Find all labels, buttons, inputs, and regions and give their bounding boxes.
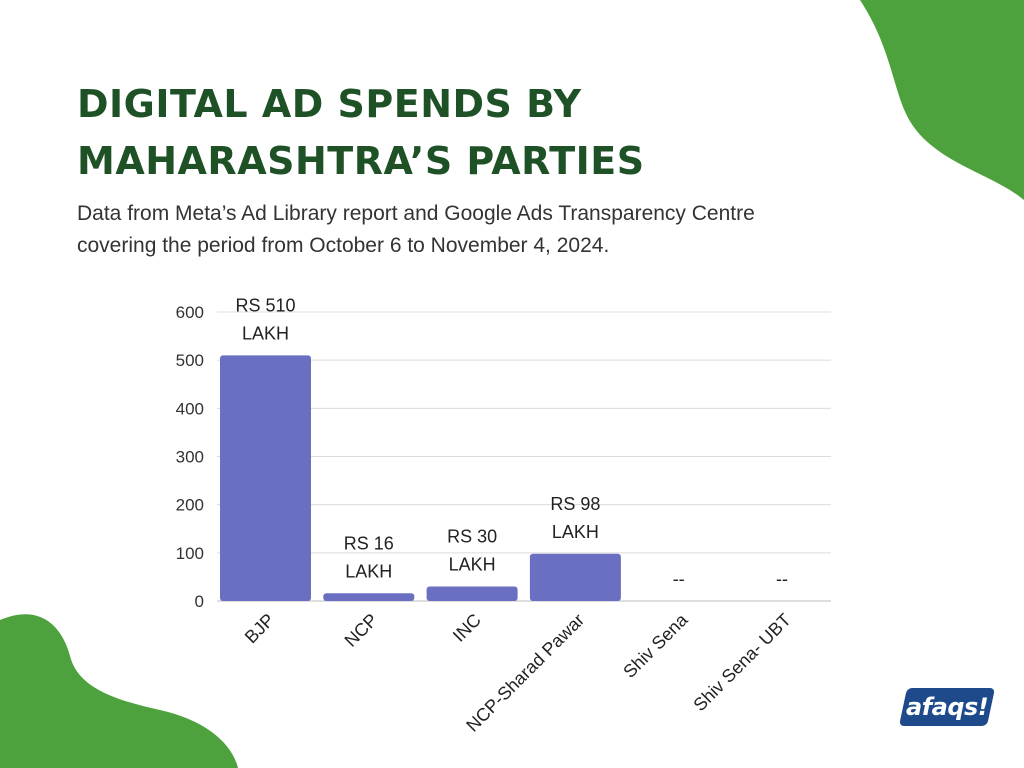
y-tick-label: 0 — [195, 592, 204, 611]
data-label: RS 30 — [447, 527, 497, 547]
data-label: RS 16 — [344, 533, 394, 553]
y-tick-label: 600 — [176, 303, 204, 322]
bar — [426, 586, 518, 601]
y-tick-label: 200 — [176, 496, 204, 515]
data-label: RS 98 — [550, 494, 600, 514]
decorative-blob-top-right — [860, 0, 1024, 200]
data-label: -- — [776, 569, 788, 589]
logo-text: afaqs! — [905, 693, 989, 721]
bar — [323, 593, 415, 601]
x-category-label: INC — [449, 610, 485, 646]
afaqs-logo: afaqs! — [898, 688, 996, 726]
data-label: RS 510 — [235, 295, 295, 315]
x-category-label: NCP-Sharad Pawar — [462, 610, 588, 736]
page-subtitle: Data from Meta’s Ad Library report and G… — [77, 198, 937, 262]
bar — [529, 553, 621, 601]
x-category-label: NCP — [341, 610, 382, 651]
x-category-label: BJP — [241, 610, 278, 647]
data-label: -- — [673, 569, 685, 589]
y-tick-label: 400 — [176, 399, 204, 418]
x-category-label: Shiv Sena- UBT — [689, 610, 794, 715]
data-label: LAKH — [345, 561, 392, 581]
data-label: LAKH — [449, 555, 496, 575]
subtitle-line-1: Data from Meta’s Ad Library report and G… — [77, 202, 755, 225]
y-tick-label: 500 — [176, 351, 204, 370]
bar — [220, 355, 311, 601]
x-category-label: Shiv Sena — [619, 609, 692, 682]
data-label: LAKH — [242, 323, 289, 343]
y-tick-label: 100 — [176, 544, 204, 563]
title-line-2: MAHARASHTRA’S PARTIES — [77, 139, 645, 183]
y-tick-label: 300 — [176, 448, 204, 467]
page-title: DIGITAL AD SPENDS BY MAHARASHTRA’S PARTI… — [77, 76, 645, 190]
data-label: LAKH — [552, 522, 599, 542]
decorative-blob-bottom-left — [0, 614, 238, 768]
subtitle-line-2: covering the period from October 6 to No… — [77, 234, 610, 257]
title-line-1: DIGITAL AD SPENDS BY — [77, 82, 582, 126]
